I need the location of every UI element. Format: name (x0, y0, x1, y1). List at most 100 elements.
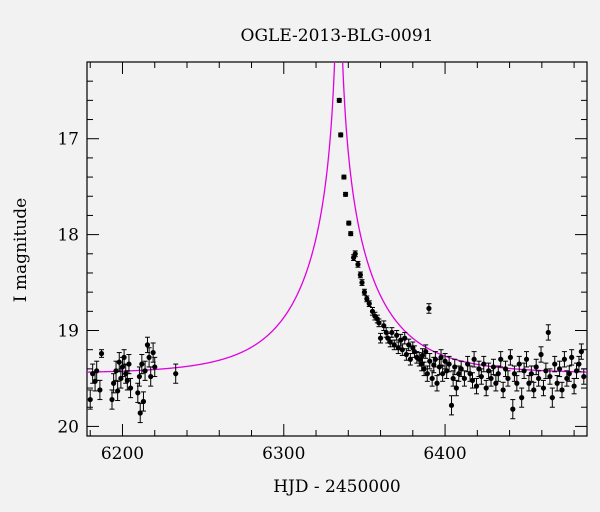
data-point (446, 355, 452, 373)
x-tick-label: 6300 (262, 444, 305, 464)
data-point (152, 356, 158, 378)
point-marker (118, 375, 124, 382)
point-marker (94, 368, 100, 374)
data-point (561, 351, 568, 368)
data-point (581, 368, 587, 385)
point-marker (461, 375, 468, 382)
point-marker (391, 342, 397, 348)
y-axis-title: I magnitude (11, 198, 31, 302)
point-marker (556, 366, 563, 372)
point-marker (578, 349, 584, 355)
data-point (448, 395, 455, 416)
point-marker (148, 373, 154, 380)
data-point (502, 360, 509, 378)
data-point (342, 191, 349, 197)
data-point (521, 362, 527, 379)
point-marker (119, 364, 126, 370)
data-point (426, 303, 432, 314)
point-marker (538, 351, 544, 358)
data-point (493, 375, 499, 392)
point-marker (387, 339, 393, 345)
point-marker (352, 251, 358, 257)
data-point (357, 271, 363, 279)
data-point (453, 379, 459, 397)
data-point (366, 300, 372, 308)
data-point (355, 260, 361, 268)
point-marker (452, 364, 458, 370)
point-marker (519, 395, 525, 401)
point-marker (453, 385, 459, 391)
y-tick-label: 17 (57, 130, 79, 150)
point-marker (139, 361, 145, 367)
point-marker (116, 359, 122, 365)
data-points-layer (87, 97, 587, 424)
point-marker (502, 366, 509, 372)
y-tick-label: 20 (57, 417, 79, 437)
point-marker (438, 354, 444, 360)
data-point (538, 346, 544, 363)
data-point (432, 351, 438, 368)
data-point (394, 330, 400, 341)
data-point (526, 375, 532, 392)
point-marker (448, 402, 455, 408)
data-point (547, 368, 553, 385)
data-point (407, 353, 413, 366)
point-marker (432, 356, 438, 362)
point-marker (559, 387, 565, 393)
data-point (338, 132, 344, 138)
data-point (569, 349, 575, 366)
point-marker (150, 349, 156, 356)
point-marker (434, 380, 440, 386)
point-marker (446, 361, 452, 367)
point-marker (348, 231, 354, 237)
point-marker (516, 361, 522, 367)
data-point (488, 370, 494, 387)
data-point (419, 348, 426, 363)
data-point (150, 342, 156, 363)
plot-frame (86, 61, 588, 437)
data-point (473, 377, 480, 395)
point-marker (398, 337, 404, 343)
point-marker (426, 305, 432, 312)
point-marker (421, 366, 427, 372)
point-marker (115, 388, 121, 394)
data-point (516, 355, 522, 373)
point-marker (364, 296, 370, 302)
point-marker (456, 371, 462, 377)
point-marker (545, 329, 551, 336)
point-marker (152, 364, 158, 370)
point-marker (478, 373, 484, 380)
data-point (423, 344, 429, 359)
data-point (98, 349, 105, 358)
data-point (471, 351, 477, 368)
point-marker (581, 373, 587, 380)
point-marker (523, 356, 530, 362)
data-point (543, 362, 549, 379)
point-marker (359, 279, 365, 286)
data-point (341, 174, 347, 180)
data-point (523, 351, 530, 368)
point-marker (366, 301, 372, 307)
point-marker (490, 364, 497, 370)
data-point (531, 381, 537, 399)
point-marker (526, 380, 532, 386)
data-point (126, 353, 132, 375)
point-marker (381, 323, 387, 329)
point-marker (342, 191, 349, 197)
point-marker (126, 361, 132, 367)
data-point (414, 351, 420, 364)
point-marker (566, 371, 572, 377)
point-marker (423, 349, 429, 355)
data-point (510, 399, 516, 420)
point-marker (576, 361, 582, 367)
point-marker (427, 358, 433, 364)
data-point (559, 381, 565, 399)
model-curve (87, 62, 587, 373)
data-point (467, 365, 473, 382)
axis-ticks: 6200 6300 6400 17 18 19 20 (57, 61, 587, 464)
data-point (376, 318, 382, 328)
y-tick-label: 18 (57, 226, 79, 246)
point-marker (429, 375, 435, 382)
